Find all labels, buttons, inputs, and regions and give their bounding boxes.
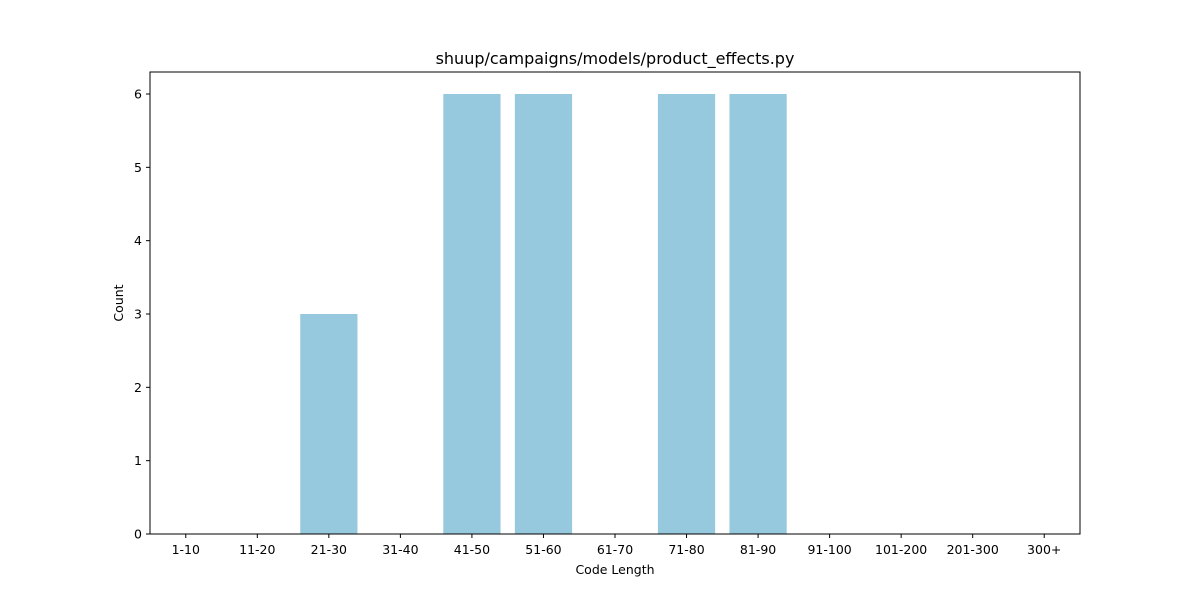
x-tick-label: 21-30 [311,542,347,557]
y-tick-label: 4 [134,233,142,248]
y-tick-label: 6 [134,87,142,102]
x-tick-label: 201-300 [947,542,999,557]
y-tick-label: 1 [134,453,142,468]
y-axis-ticks: 0 1 2 3 4 5 6 [134,87,150,542]
y-axis-label: Count [111,284,126,321]
bar-51-60 [514,94,573,534]
x-axis-ticks: 1-10 11-20 21-30 31-40 41-50 51-60 61-70 71-80 8… [172,534,1061,557]
x-tick-label: 91-100 [807,542,851,557]
x-tick-label: 300+ [1027,542,1061,557]
chart-title: shuup/campaigns/models/product_effects.p… [436,49,795,69]
plot-frame [149,71,1081,535]
y-tick-label: 0 [134,527,142,542]
bar-21-30 [300,314,358,534]
x-tick-label: 11-20 [239,542,275,557]
y-tick-label: 2 [134,380,142,395]
x-tick-label: 101-200 [875,542,927,557]
bar-41-50 [443,94,501,534]
x-tick-label: 61-70 [597,542,633,557]
y-tick-label: 5 [134,160,142,175]
x-tick-label: 41-50 [454,542,490,557]
bar-81-90 [729,94,787,534]
bars-group [300,94,787,534]
x-tick-label: 31-40 [382,542,418,557]
x-tick-label: 1-10 [172,542,200,557]
x-tick-label: 81-90 [740,542,776,557]
x-tick-label: 71-80 [668,542,704,557]
x-axis-label: Code Length [575,562,654,577]
y-tick-label: 3 [134,307,142,322]
x-tick-label: 51-60 [525,542,561,557]
bar-71-80 [657,94,716,534]
